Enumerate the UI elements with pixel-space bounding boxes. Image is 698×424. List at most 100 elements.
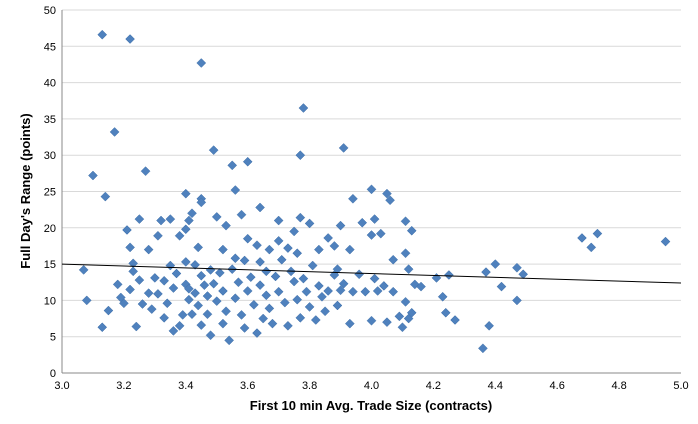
data-point — [196, 270, 207, 281]
y-tick-labels: 0 5 10 15 20 25 30 35 40 45 50 — [44, 5, 56, 380]
data-point — [261, 266, 272, 277]
trendline — [61, 263, 682, 284]
data-point — [264, 303, 275, 314]
data-point — [180, 188, 191, 199]
x-tick-label: 5.0 — [673, 380, 688, 392]
data-point — [125, 34, 135, 44]
data-point — [143, 288, 154, 298]
data-point — [187, 208, 197, 219]
data-point — [190, 259, 200, 270]
x-tick-label: 3.6 — [240, 380, 255, 392]
data-point — [292, 248, 303, 259]
data-point — [112, 279, 123, 290]
data-point — [369, 273, 380, 284]
data-point — [236, 209, 247, 220]
data-point — [332, 300, 343, 311]
data-point — [403, 264, 414, 275]
data-point — [512, 295, 522, 306]
data-point — [159, 312, 169, 323]
data-point — [295, 312, 306, 323]
data-point — [221, 306, 231, 317]
data-point — [180, 257, 191, 267]
data-point — [379, 281, 389, 291]
data-point — [211, 296, 222, 306]
data-point — [131, 321, 142, 332]
data-point — [323, 233, 334, 243]
data-point — [431, 273, 442, 283]
data-point — [518, 269, 529, 280]
y-tick-label: 10 — [44, 295, 56, 307]
data-point — [125, 242, 135, 253]
data-point — [490, 259, 501, 269]
data-point — [97, 322, 108, 333]
data-point — [230, 253, 241, 264]
data-point — [227, 160, 238, 171]
y-tick-label: 20 — [44, 223, 56, 235]
data-point — [221, 220, 231, 231]
data-point — [437, 291, 448, 302]
data-point — [174, 230, 185, 241]
data-point — [484, 320, 494, 331]
data-point — [295, 150, 306, 161]
data-point — [196, 58, 207, 68]
data-point — [122, 225, 132, 235]
data-point — [81, 295, 92, 306]
y-tick-label: 25 — [44, 187, 56, 199]
data-point — [388, 254, 399, 265]
data-point — [295, 212, 306, 223]
data-point — [258, 313, 269, 324]
x-tick-label: 4.2 — [426, 380, 441, 392]
data-point — [168, 326, 179, 336]
data-point — [205, 265, 216, 275]
data-point — [134, 275, 145, 285]
data-point — [239, 255, 250, 266]
data-point — [190, 288, 200, 298]
data-point — [307, 260, 318, 271]
data-point — [450, 315, 460, 325]
data-point — [366, 315, 377, 326]
data-point — [276, 254, 287, 265]
y-tick-label: 50 — [44, 5, 56, 17]
data-point — [239, 323, 250, 333]
data-point — [360, 286, 371, 297]
data-point — [143, 244, 154, 255]
data-point — [165, 214, 176, 224]
data-point — [329, 241, 340, 251]
y-tick-label: 30 — [44, 150, 56, 162]
data-point — [385, 195, 395, 206]
data-point — [366, 184, 377, 195]
data-point — [255, 257, 265, 267]
data-point — [230, 185, 241, 195]
data-point — [137, 299, 148, 309]
data-point — [159, 275, 169, 286]
data-point — [156, 215, 166, 226]
data-point — [211, 212, 222, 222]
gridlines — [62, 9, 681, 338]
data-point — [348, 193, 358, 204]
y-tick-label: 45 — [44, 41, 56, 53]
data-point — [218, 244, 228, 255]
data-point — [202, 309, 213, 320]
data-point — [586, 242, 597, 253]
data-point — [270, 271, 281, 282]
data-point — [375, 228, 386, 239]
data-point — [193, 242, 204, 253]
data-point — [236, 310, 247, 320]
data-point — [369, 214, 380, 224]
data-point — [171, 268, 182, 279]
data-point — [249, 299, 259, 310]
x-tick-label: 4.6 — [550, 380, 565, 392]
data-point — [335, 285, 346, 296]
data-point — [298, 273, 309, 284]
data-point — [245, 272, 256, 283]
data-point — [394, 311, 405, 322]
data-point — [255, 202, 265, 213]
data-point — [242, 156, 253, 167]
data-point — [400, 296, 411, 307]
data-point — [218, 286, 228, 296]
data-point — [193, 300, 204, 311]
data-point — [202, 291, 213, 301]
data-point — [314, 281, 324, 291]
data-point — [304, 218, 315, 229]
